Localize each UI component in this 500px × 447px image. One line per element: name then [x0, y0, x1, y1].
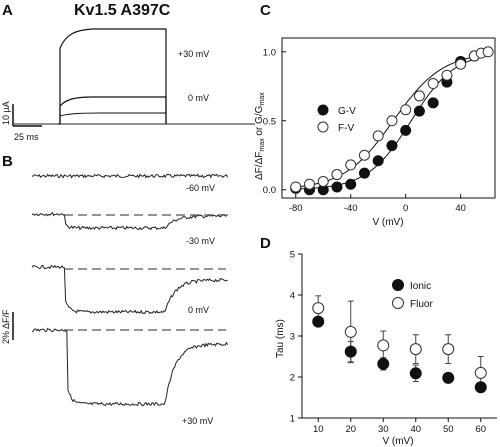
chart-d-ytick-label: 5 — [290, 250, 295, 261]
time-scale-label: 25 ms — [14, 132, 39, 142]
figure-title: Kv1.5 A397C — [74, 2, 171, 19]
panel-a-current-traces: +30 mV 0 mV 10 µA 25 ms — [1, 28, 255, 142]
chart-c-xtick-label: 40 — [455, 203, 466, 214]
fv-point — [482, 46, 494, 58]
chart-c-ytick-label: 0.0 — [263, 185, 276, 196]
trace-label-b-0: 0 mV — [188, 305, 209, 315]
legend-ionic-marker — [392, 279, 404, 291]
fluor-point — [377, 339, 390, 352]
legend-gv-marker — [317, 104, 329, 116]
trace-label-b-minus30: -30 mV — [186, 236, 215, 246]
chart-d-ytick-label: 1 — [290, 414, 295, 425]
chart-d-xtick-label: 50 — [443, 424, 454, 435]
panel-c-gv-fv-chart: -80 -40 0 40 0.0 0.5 1.0 V (mV) ΔF/ΔFmax or G/… — [254, 37, 496, 228]
chart-d-ytick-label: 2 — [290, 373, 295, 384]
fluor-trace-minus60 — [31, 173, 229, 179]
fv-point — [441, 69, 453, 81]
fv-point — [386, 115, 398, 127]
gv-point — [386, 140, 398, 152]
gv-point — [413, 105, 425, 117]
legend-gv-label: G-V — [338, 106, 356, 117]
ionic-point — [474, 381, 487, 394]
gv-point — [400, 124, 412, 136]
panel-label-a: A — [2, 2, 13, 19]
chart-d-xtick-label: 60 — [475, 424, 486, 435]
chart-d-ytick-label: 4 — [290, 291, 295, 302]
chart-d-xtick-label: 20 — [345, 424, 356, 435]
chart-c-ylabel: ΔF/ΔFmax or G/Gmax — [254, 92, 266, 180]
legend-ionic-label: Ionic — [410, 281, 431, 292]
panel-b-fluorescence-traces: -60 mV -30 mV 0 mV +30 mV 2% ΔF/F — [1, 173, 229, 426]
fluor-scale-label: 2% ΔF/F — [1, 309, 11, 344]
chart-c-xtick-label: -40 — [344, 203, 358, 214]
fv-point — [345, 159, 357, 171]
gv-point — [345, 178, 357, 190]
chart-d-xtick-label: 40 — [410, 424, 421, 435]
ionic-point — [344, 345, 357, 358]
fluor-trace-plus30 — [31, 327, 229, 407]
legend-fluor-label: Fluor — [410, 299, 433, 310]
fluor-point — [344, 325, 357, 338]
chart-d-ylabel: Tau (ms) — [275, 319, 286, 358]
gv-point — [331, 181, 343, 193]
trace-label-a-plus30: +30 mV — [178, 49, 209, 59]
fv-point — [455, 58, 467, 70]
current-trace-minor — [59, 112, 167, 124]
fv-point — [400, 104, 412, 116]
fluor-trace-0 — [31, 264, 228, 315]
fv-point — [358, 149, 370, 161]
fluor-point — [409, 343, 422, 356]
chart-c-xtick-label: 0 — [403, 203, 408, 214]
chart-c-frame — [281, 37, 496, 199]
gv-point — [372, 155, 384, 167]
ionic-point — [409, 367, 422, 380]
chart-c-ytick-label: 0.5 — [263, 116, 276, 127]
fv-point — [427, 78, 439, 90]
fv-point — [413, 90, 425, 102]
fv-point — [372, 130, 384, 142]
fluor-point — [312, 302, 325, 315]
trace-label-b-plus30: +30 mV — [182, 416, 213, 426]
ionic-point — [442, 371, 455, 384]
fv-point — [303, 178, 315, 190]
chart-c-xlabel: V (mV) — [372, 217, 403, 228]
fluor-point — [442, 343, 455, 356]
fluor-trace-minus30 — [31, 211, 228, 231]
current-scale-label: 10 µA — [1, 101, 11, 125]
gv-point — [358, 167, 370, 179]
chart-d-xtick-label: 30 — [378, 424, 389, 435]
legend-fv-marker — [317, 121, 329, 133]
chart-d-ytick-label: 3 — [290, 332, 295, 343]
legend-fluor-marker — [392, 297, 404, 309]
gv-point — [427, 97, 439, 109]
chart-c-xtick-label: -80 — [289, 203, 303, 214]
trace-label-b-minus60: -60 mV — [186, 183, 215, 193]
chart-c-ytick-label: 1.0 — [263, 47, 276, 58]
ionic-point — [377, 357, 390, 370]
chart-d-xtick-label: 10 — [313, 424, 324, 435]
legend-fv-label: F-V — [338, 123, 354, 134]
current-trace-plus30 — [58, 28, 167, 125]
fv-point — [331, 169, 343, 181]
panel-label-b: B — [2, 153, 13, 170]
panel-label-c: C — [260, 2, 271, 19]
chart-d-xlabel: V (mV) — [382, 436, 413, 447]
trace-label-a-0: 0 mV — [188, 93, 209, 103]
ionic-point — [312, 315, 325, 328]
fv-point — [290, 181, 302, 193]
fv-point — [317, 175, 329, 187]
current-trace-0 — [59, 96, 167, 124]
panel-label-d: D — [260, 235, 271, 252]
fluor-point — [474, 366, 487, 379]
